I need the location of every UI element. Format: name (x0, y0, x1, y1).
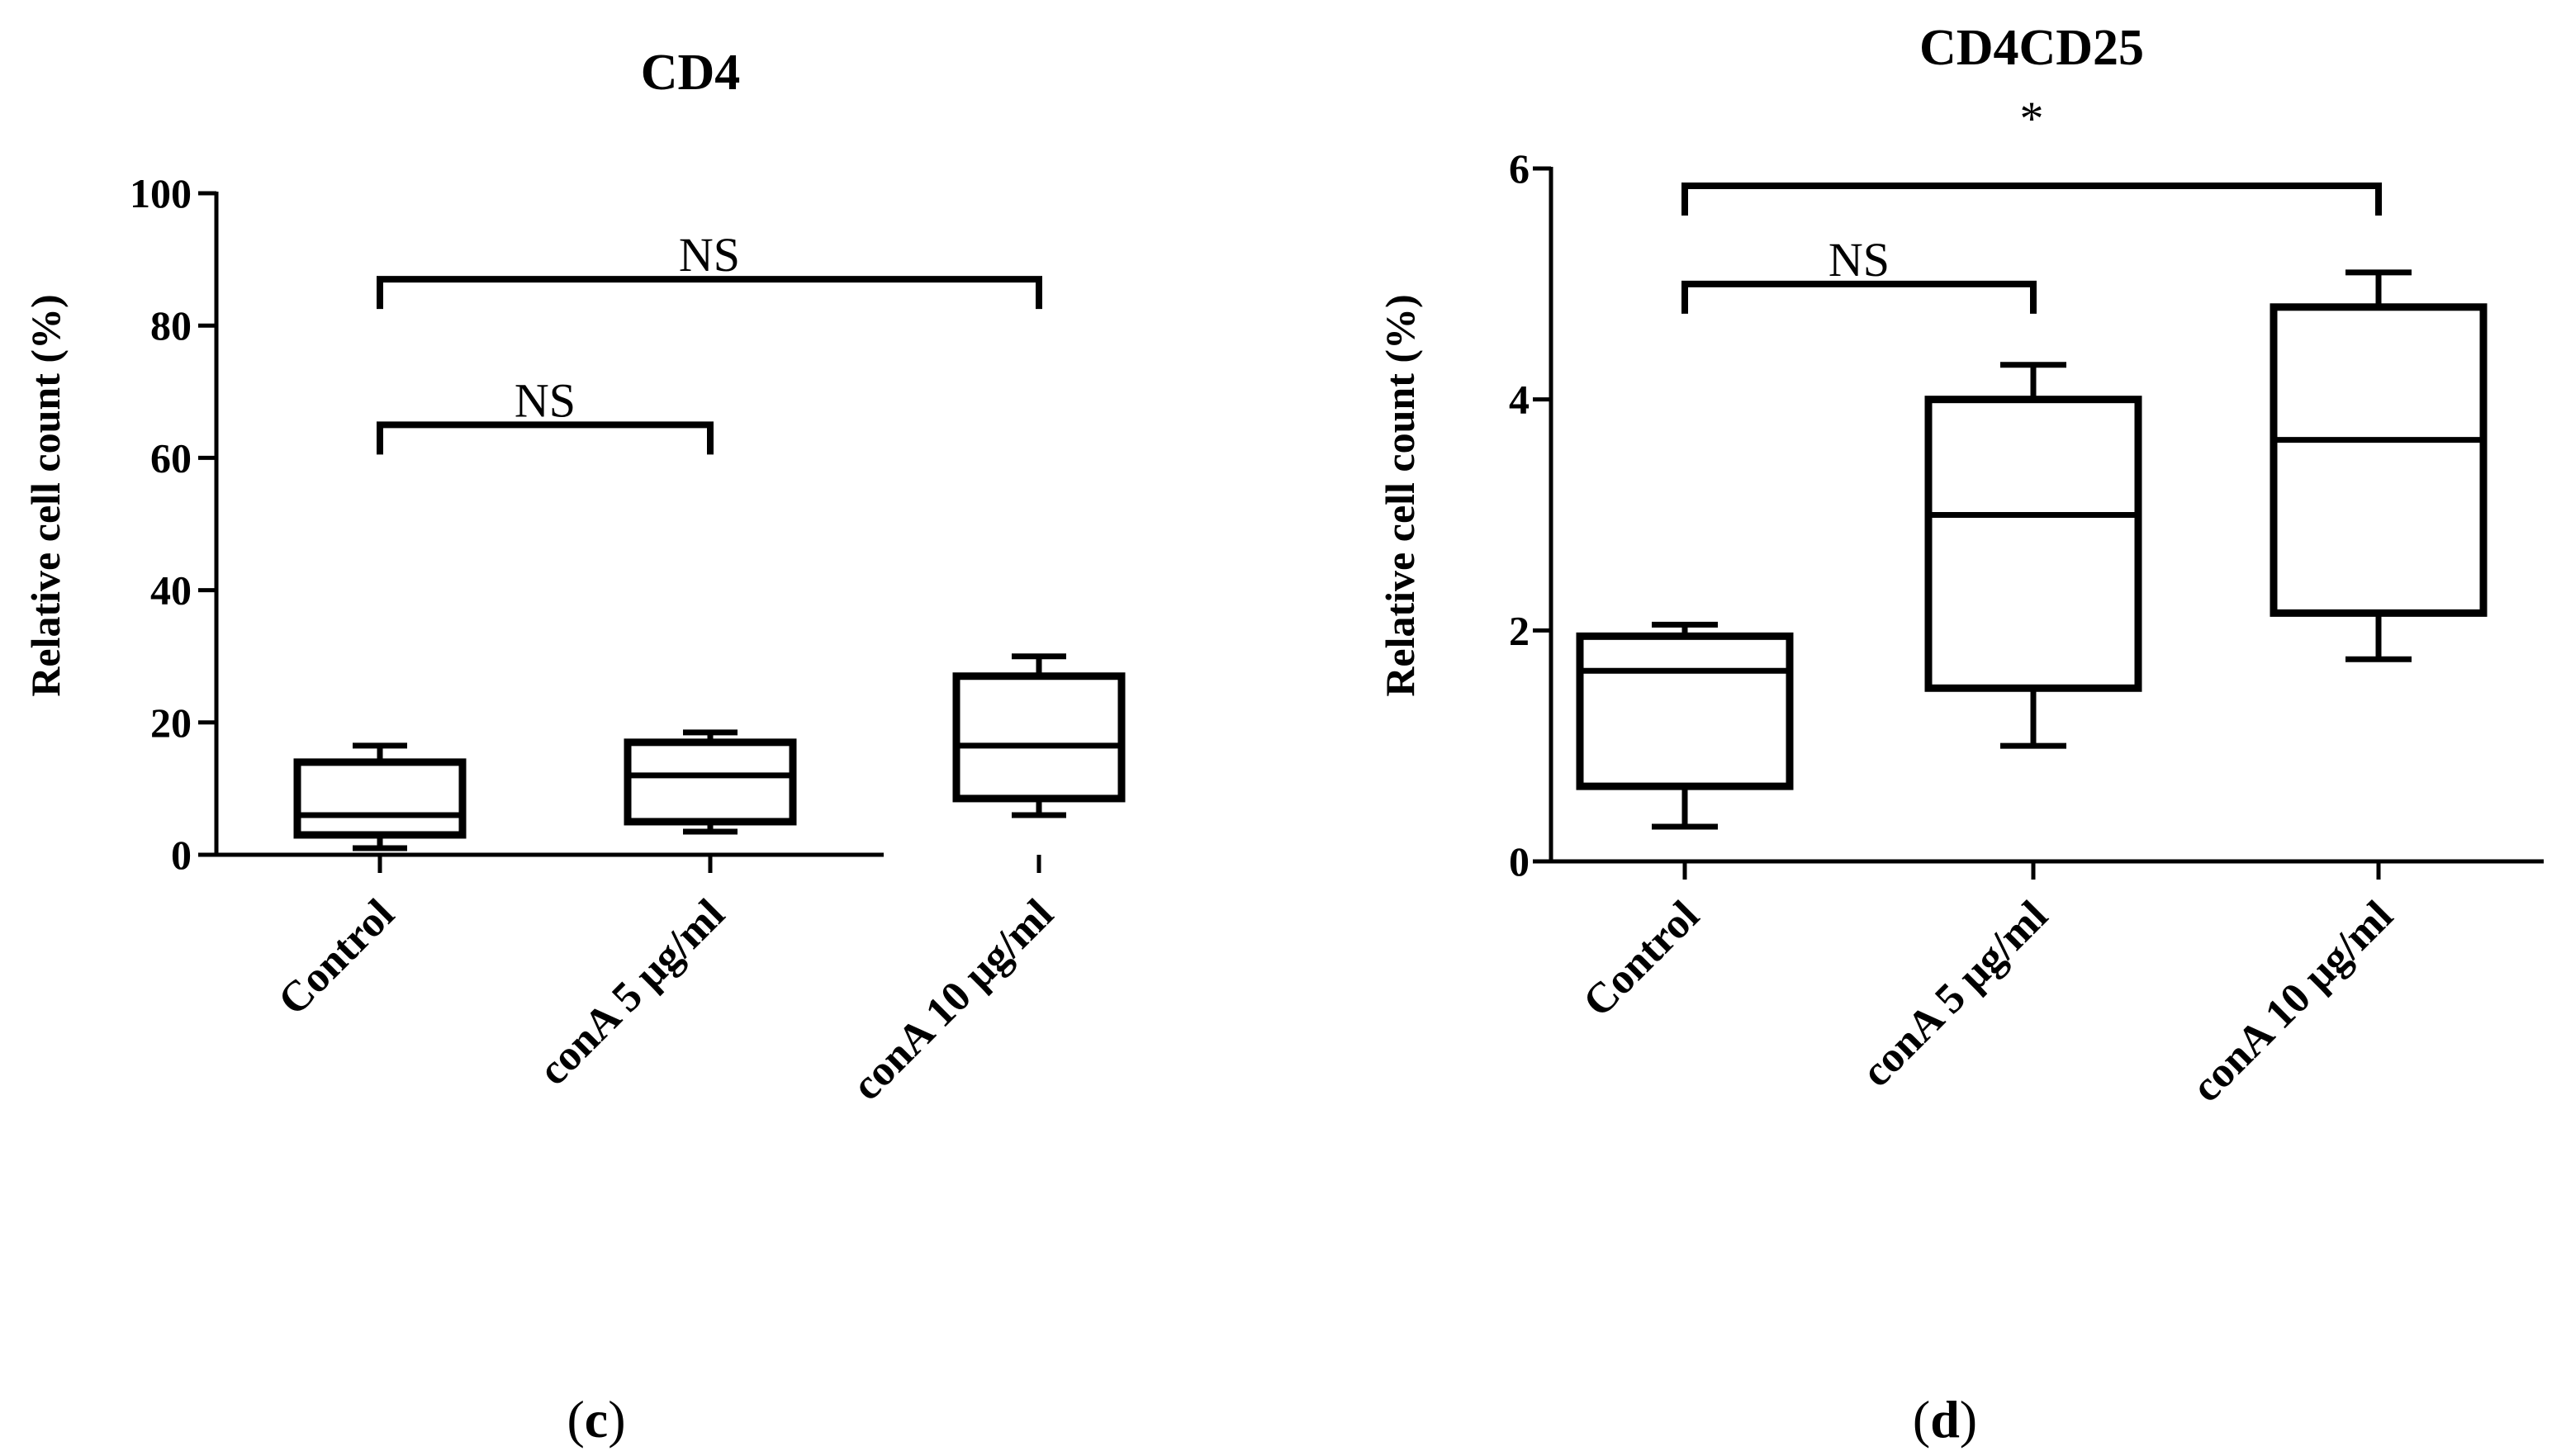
box-iqr (2270, 303, 2488, 617)
box-iqr (1924, 396, 2142, 692)
panel-letter: d (1930, 1390, 1960, 1449)
significance-bracket-0: NS (377, 373, 714, 455)
y-axis-label: Relative cell count (%) (22, 294, 69, 696)
significance-bracket-1: NS (377, 228, 1042, 310)
y-tick-label: 40 (150, 567, 192, 614)
panel-label: (d) (1913, 1390, 1977, 1449)
y-tick-label: 4 (1509, 377, 1530, 423)
panel-letter: c (585, 1390, 608, 1449)
y-tick-label: 6 (1509, 145, 1530, 192)
y-tick-label: 2 (1509, 607, 1530, 653)
x-tick-label: Control (1574, 892, 1708, 1026)
x-tick-label: conA 5 μg/ml (1852, 892, 2056, 1096)
significance-label: NS (1828, 233, 1890, 287)
y-tick-label: 0 (1509, 838, 1530, 885)
panel-label: (c) (567, 1390, 625, 1449)
y-tick-label: 20 (150, 700, 192, 746)
significance-bracket-1: * (1681, 92, 2382, 216)
bracket-line (1681, 280, 2037, 314)
box-iqr (952, 672, 1126, 803)
bracket-line (1681, 182, 2382, 216)
x-tick-label: conA 5 μg/ml (529, 890, 733, 1094)
x-tick-label: conA 10 μg/ml (2183, 892, 2402, 1111)
y-tick-label: 0 (171, 832, 192, 878)
y-tick-label: 60 (150, 434, 192, 481)
box-plot-1 (1924, 362, 2142, 749)
significance-label: NS (515, 373, 576, 427)
box-plot-0 (293, 742, 467, 851)
y-axis-label: Relative cell count (%) (1377, 294, 1423, 696)
bracket-line (377, 276, 1042, 310)
box-iqr (624, 738, 797, 826)
bracket-line (377, 421, 714, 455)
y-tick-label: 80 (150, 302, 192, 349)
chart-title: CD4CD25 (1919, 20, 2144, 76)
box-plot-2 (2270, 269, 2488, 662)
significance-label: NS (679, 228, 740, 282)
box-iqr (293, 758, 467, 839)
significance-label: * (2020, 92, 2044, 145)
y-tick-label: 100 (130, 170, 192, 216)
box-plot-0 (1576, 621, 1794, 830)
chart-title: CD4 (641, 45, 741, 101)
chart-panel-c: CD4 Relative cell count (%) 0 20 40 60 80 100 Co… (22, 45, 1126, 1449)
box-plot-2 (952, 653, 1126, 818)
x-tick-label: Control (269, 890, 403, 1024)
chart-panel-d: CD4CD25 Relative cell count (%) 0 2 4 6 Contro… (1377, 20, 2544, 1449)
x-tick-label: conA 10 μg/ml (843, 890, 1062, 1109)
box-iqr (1576, 632, 1794, 790)
box-plot-1 (624, 729, 797, 835)
significance-bracket-0: NS (1681, 233, 2037, 314)
